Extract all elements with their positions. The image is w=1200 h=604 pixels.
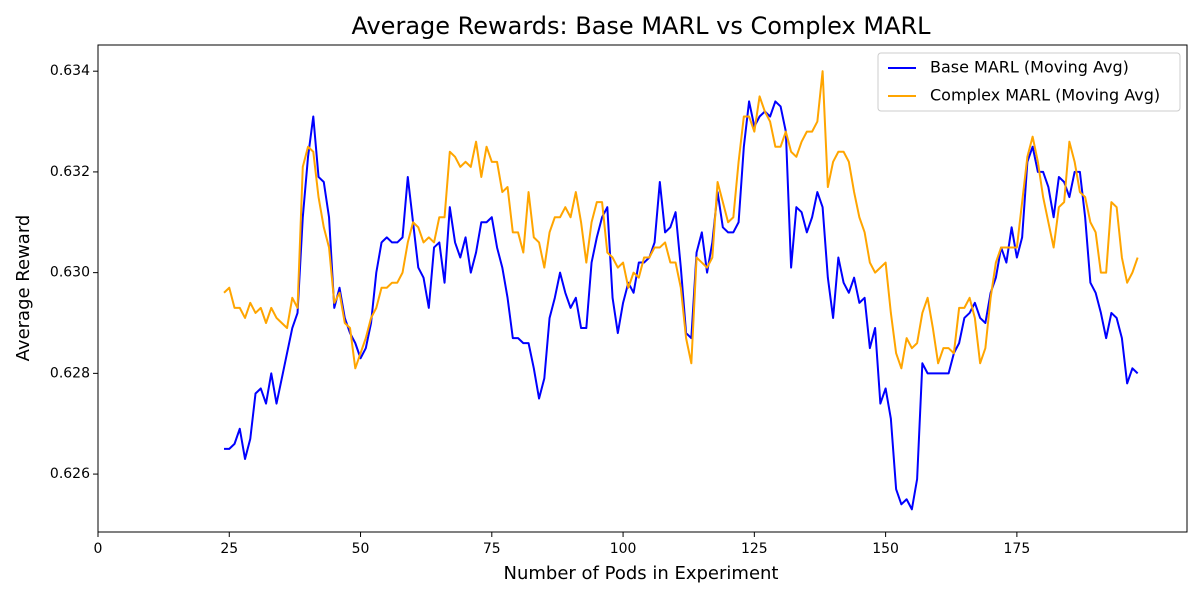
legend-box <box>877 52 1181 112</box>
y-tick-label: 0.634 <box>50 63 90 79</box>
series-line <box>224 100 1139 511</box>
y-axis-label: Average Reward <box>13 215 34 362</box>
x-axis-label: Number of Pods in Experiment <box>504 563 779 584</box>
x-tick-label: 125 <box>741 541 768 557</box>
x-tick-label: 150 <box>872 541 899 557</box>
x-tick-label: 175 <box>1004 541 1031 557</box>
legend-label: Complex MARL (Moving Avg) <box>930 86 1160 105</box>
x-tick-label: 75 <box>483 541 501 557</box>
y-tick-label: 0.632 <box>50 164 90 180</box>
legend-label: Base MARL (Moving Avg) <box>930 58 1129 77</box>
plot-frame <box>97 44 1188 533</box>
x-tick-label: 0 <box>94 541 103 557</box>
y-tick-label: 0.630 <box>50 265 90 281</box>
series-line <box>223 70 1139 370</box>
x-tick-label: 50 <box>352 541 370 557</box>
x-tick-label: 100 <box>610 541 637 557</box>
x-tick-label: 25 <box>220 541 238 557</box>
chart-title: Average Rewards: Base MARL vs Complex MA… <box>351 12 931 40</box>
y-tick-label: 0.628 <box>50 365 90 381</box>
y-tick-label: 0.626 <box>50 466 90 482</box>
